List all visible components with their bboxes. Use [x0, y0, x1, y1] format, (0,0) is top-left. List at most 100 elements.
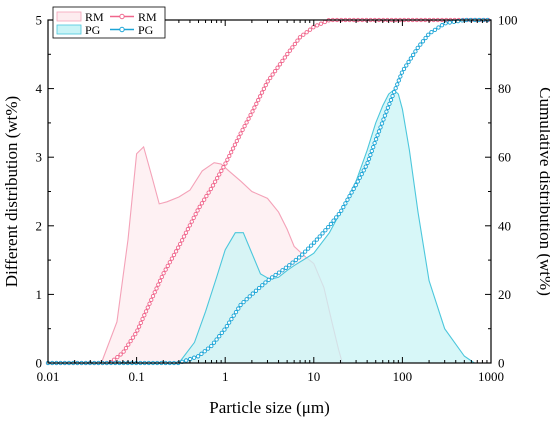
pg-cumulative-point [287, 263, 292, 268]
rm-cumulative-point [187, 223, 192, 228]
pg-cumulative-point [401, 66, 407, 72]
pg-cumulative-point [347, 193, 352, 199]
rm-cumulative-point [208, 186, 214, 192]
pg-cumulative-point [209, 343, 214, 349]
rm-cumulative-point [322, 19, 327, 25]
rm-cumulative-point [115, 354, 120, 360]
rm-cumulative-point [228, 150, 234, 155]
legend-label-pg-area: PG [85, 23, 101, 37]
pg-cumulative-point [366, 156, 372, 162]
pg-cumulative-point [361, 168, 366, 173]
pg-cumulative-point [404, 63, 409, 68]
rm-cumulative-point [227, 153, 232, 159]
pg-cumulative-point [211, 340, 217, 345]
pg-cumulative-point [283, 265, 289, 270]
pg-cumulative-point [391, 89, 397, 95]
pg-cumulative-point [384, 109, 389, 114]
pg-cumulative-point [250, 291, 255, 296]
rm-cumulative-point [318, 21, 324, 26]
pg-cumulative-point [323, 228, 328, 233]
pg-area-outline [178, 89, 475, 364]
pg-cumulative-point [345, 197, 350, 202]
pg-cumulative-point [357, 175, 362, 180]
pg-cumulative-point [418, 42, 423, 47]
pg-cumulative-point [224, 324, 229, 329]
rm-cumulative-point [156, 282, 161, 287]
rm-cumulative-point [130, 335, 136, 340]
y-left-tick-label: 1 [36, 287, 43, 302]
rm-cumulative-point [157, 278, 163, 283]
pg-cumulative-point [336, 211, 341, 217]
rm-cumulative-point [152, 290, 157, 295]
rm-cumulative-point [275, 65, 280, 70]
rm-cumulative-point [167, 260, 172, 265]
pg-cumulative-point [398, 74, 403, 79]
rm-cumulative-point [212, 179, 218, 184]
pg-cumulative-point [229, 316, 234, 322]
rm-cumulative-point [219, 168, 224, 173]
rm-cumulative-point [236, 135, 241, 140]
pg-cumulative-point [406, 59, 411, 65]
legend-marker-pg-line [119, 26, 125, 33]
pg-cumulative-point [260, 283, 265, 288]
rm-cumulative-point [173, 249, 179, 254]
rm-cumulative-point [256, 97, 261, 103]
pg-cumulative-point [353, 183, 358, 188]
pg-cumulative-point [311, 240, 317, 245]
rm-cumulative-point [189, 219, 194, 224]
rm-cumulative-point [210, 183, 216, 188]
pg-cumulative-point [351, 186, 356, 191]
rm-cumulative-point [280, 58, 285, 64]
pg-cumulative-point [381, 117, 386, 122]
rm-cumulative-point [295, 38, 300, 43]
rm-cumulative-point [282, 55, 288, 60]
pg-cumulative-point [447, 20, 452, 25]
line-layer [45, 17, 491, 366]
rm-cumulative-point [246, 116, 251, 121]
y-axis-left-title: Different distribution (wt%) [2, 96, 21, 287]
pg-cumulative-point [408, 56, 413, 61]
rm-cumulative-point [138, 320, 143, 325]
rm-cumulative-point [259, 90, 265, 95]
rm-cumulative-point [123, 345, 129, 351]
rm-cumulative-point [290, 45, 295, 50]
pg-cumulative-point [420, 39, 426, 44]
pg-cumulative-point [217, 334, 222, 339]
rm-cumulative-point [304, 30, 309, 35]
legend-label-rm-line: RM [138, 10, 157, 24]
rm-cumulative-point [238, 131, 243, 136]
pg-cumulative-point [368, 152, 373, 158]
pg-cumulative-point [399, 70, 405, 75]
pg-cumulative-point [426, 32, 431, 37]
rm-cumulative-point [165, 263, 170, 269]
pg-cumulative-point [341, 204, 346, 210]
pg-cumulative-point [369, 148, 374, 154]
pg-cumulative-point [269, 275, 275, 280]
pg-cumulative-point [378, 125, 383, 130]
x-tick-label: 0.01 [37, 369, 60, 384]
legend-swatch-pg-area [56, 24, 82, 35]
rm-cumulative-point [244, 120, 249, 125]
rm-cumulative-point [250, 109, 255, 114]
rm-cumulative-point [215, 175, 220, 181]
pg-cumulative-point [290, 260, 295, 265]
pg-cumulative-point [390, 93, 395, 99]
pg-cumulative-point [219, 330, 224, 336]
pg-cumulative-point [339, 208, 344, 213]
pg-cumulative-point [373, 137, 379, 142]
rm-cumulative-point [314, 23, 320, 28]
pg-cumulative-point [328, 221, 334, 227]
rm-cumulative-point [159, 274, 164, 280]
rm-cumulative-point [248, 112, 253, 118]
rm-cumulative-point [272, 68, 278, 74]
rm-cumulative-point [221, 165, 226, 170]
x-axis-title: Particle size (μm) [209, 398, 330, 417]
rm-cumulative-point [217, 172, 222, 177]
rm-cumulative-point [121, 349, 126, 354]
rm-cumulative-point [206, 190, 211, 195]
pg-cumulative-point [439, 23, 445, 28]
legend-marker-rm-line [119, 13, 125, 20]
y-axis-right-title: Cumulative distribution (wt%) [536, 87, 550, 296]
pg-cumulative-point [359, 171, 364, 177]
pg-cumulative-point [415, 45, 420, 51]
